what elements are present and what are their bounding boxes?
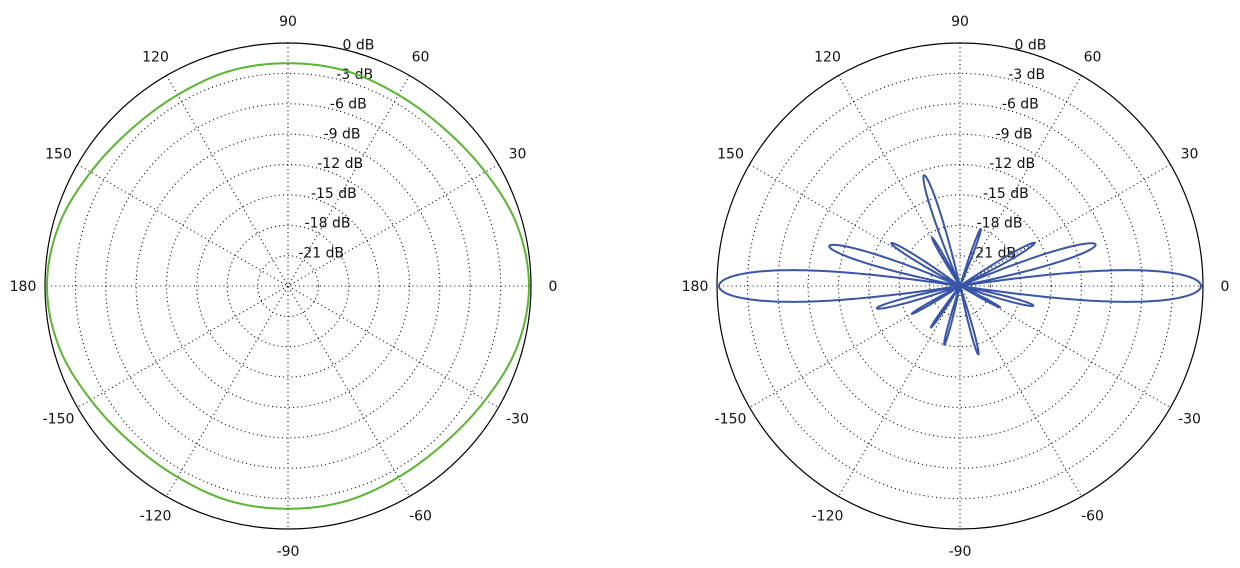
ring [777,103,1143,469]
angle-tick-label: 90 [951,14,969,30]
angle-tick-label: -30 [506,412,529,428]
angle-tick-label: 180 [682,279,709,295]
ring [807,133,1113,439]
angle-tick-label: -90 [949,544,972,560]
ring [196,194,380,378]
ring [929,255,991,317]
radial-tick-label: -18 dB [977,216,1023,232]
angle-tick-label: -60 [409,508,432,524]
ring [226,224,350,348]
outer-circle [44,42,532,530]
angle-tick-label: 60 [1084,50,1102,66]
ring [868,194,1052,378]
angle-tick-label: 30 [509,147,527,163]
angle-tick-label: 0 [1221,279,1230,295]
angle-tick-label: -120 [140,508,172,524]
pattern-trace-1 [46,62,530,510]
radial-tick-label: -6 dB [1002,97,1039,113]
radial-tick-label: -15 dB [311,186,357,202]
radial-tick-label: -9 dB [996,126,1033,142]
angle-tick-label: -90 [277,544,300,560]
radial-tick-label: -6 dB [330,97,367,113]
angle-tick-label: -60 [1081,508,1104,524]
radial-tick-label: -3 dB [1008,67,1045,83]
angle-tick-label: 150 [45,147,72,163]
angle-tick-label: 30 [1181,147,1199,163]
ring [257,255,319,317]
angle-tick-label: 120 [142,50,169,66]
angle-tick-label: -150 [43,412,75,428]
radial-tick-label: -21 dB [970,245,1016,261]
radial-tick-label: 0 dB [1015,37,1047,53]
ring [74,72,502,500]
radial-tick-label: -12 dB [989,156,1035,172]
angle-tick-label: 180 [10,279,37,295]
angle-tick-label: -150 [715,412,747,428]
radial-tick-label: -18 dB [305,216,351,232]
radial-tick-label: 0 dB [343,37,375,53]
ring [837,163,1083,409]
ring [135,133,441,439]
angle-tick-label: 120 [814,50,841,66]
radial-tick-label: -9 dB [324,126,361,142]
outer-circle [716,42,1204,530]
radial-tick-label: -12 dB [317,156,363,172]
angle-tick-label: -30 [1178,412,1201,428]
angle-tick-label: -120 [812,508,844,524]
angle-tick-label: 60 [412,50,430,66]
pattern-trace-2 [718,174,1202,356]
angle-tick-label: 0 [549,279,558,295]
ring [105,103,471,469]
polar-chart-2: 0 30 60 90 120 150 180 -150 -120 -90 -60 -30 0 dB -3 … [682,14,1230,560]
radial-tick-label: -21 dB [298,245,344,261]
angle-tick-label: 90 [279,14,297,30]
ring [165,163,411,409]
ring [746,72,1174,500]
ring [898,224,1022,348]
radial-tick-label: -15 dB [983,186,1029,202]
angle-tick-label: 150 [717,147,744,163]
